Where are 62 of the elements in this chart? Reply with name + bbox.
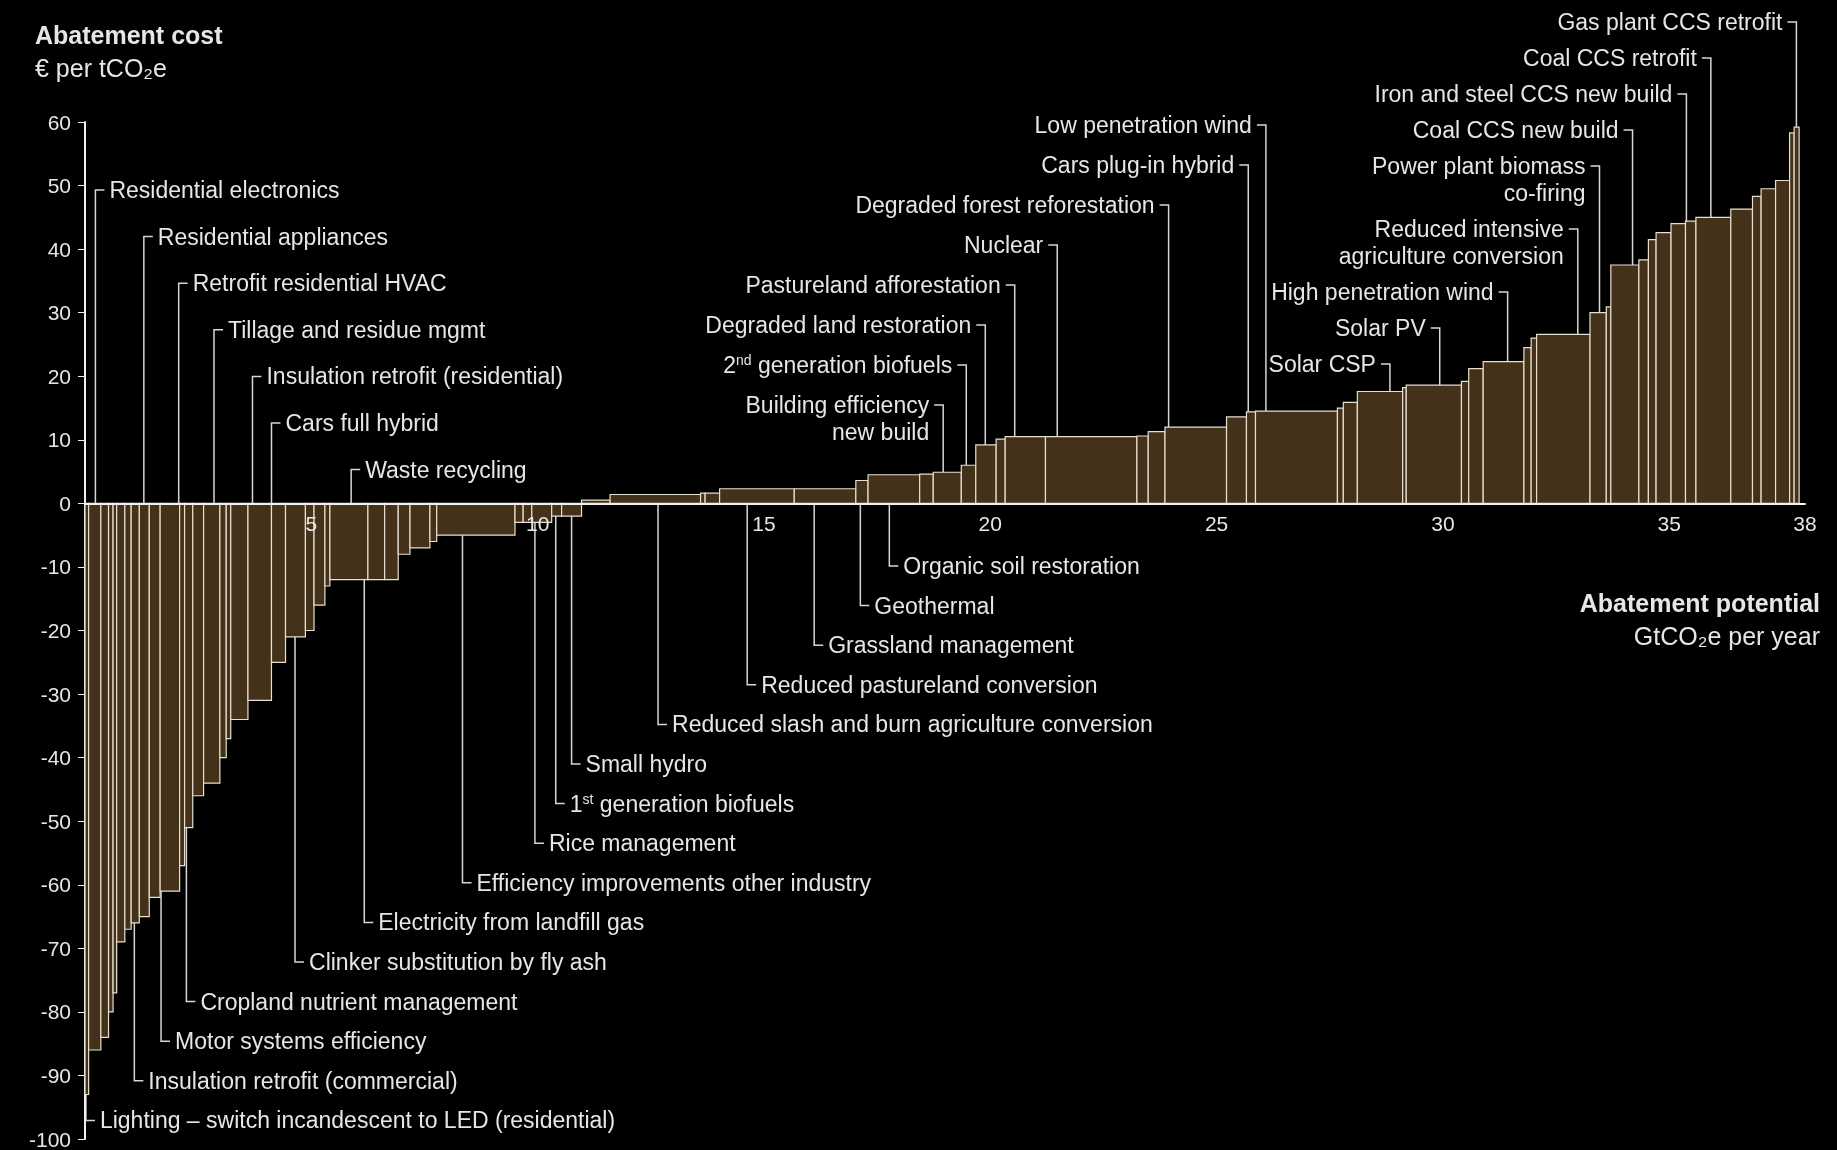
y-tick-label: -70 xyxy=(40,936,71,960)
y-tick-label: -20 xyxy=(40,619,71,642)
annotation: Coal CCS retrofit xyxy=(1523,45,1698,71)
y-tick-label: 20 xyxy=(47,364,71,388)
annotation: Clinker substitution by fly ash xyxy=(309,949,607,975)
x-tick-label: 30 xyxy=(1431,512,1455,536)
y-tick-label: -10 xyxy=(40,555,71,579)
annotation: High penetration wind xyxy=(1271,279,1494,305)
annotation: Nuclear xyxy=(964,232,1044,258)
annotation: Residential electronics xyxy=(109,177,340,203)
annotation: Motor systems efficiency xyxy=(175,1028,427,1055)
annotation: Coal CCS new build xyxy=(1412,117,1619,143)
y-axis-title: Abatement cost € per tCO₂e xyxy=(35,20,224,82)
annotation: Cropland nutrient management xyxy=(200,988,519,1015)
annotation: Geothermal xyxy=(874,592,995,619)
y-tick-label: -100 xyxy=(28,1127,71,1150)
annotation: Rice management xyxy=(548,830,737,857)
annotation: Degraded land restoration xyxy=(705,312,972,338)
annotation: Waste recycling xyxy=(365,456,527,483)
annotation: Degraded forest reforestation xyxy=(855,192,1155,218)
annotation: Pastureland afforestation xyxy=(745,272,1001,298)
x-tick-label: 35 xyxy=(1657,512,1681,536)
y-tick-label: 60 xyxy=(47,110,71,134)
annotation: Grassland management xyxy=(828,632,1075,659)
x-axis-title: Abatement potential GtCO₂e per year xyxy=(1579,588,1820,650)
annotation: Reduced slash and burn agriculture conversion xyxy=(672,711,1153,738)
y-tick-label: 30 xyxy=(47,301,71,325)
x-tick-label: 25 xyxy=(1204,512,1229,536)
annotation: Insulation retrofit (commercial) xyxy=(148,1067,458,1094)
y-tick-label: 10 xyxy=(47,428,71,452)
annotation: Efficiency improvements other industry xyxy=(476,869,872,896)
x-tick-label: 38 xyxy=(1793,512,1817,536)
annotation: Building efficiency new build xyxy=(745,392,930,445)
annotation: Reduced pastureland conversion xyxy=(761,671,1098,698)
annotation: Small hydro xyxy=(585,751,708,777)
annotation: Iron and steel CCS new build xyxy=(1374,81,1673,107)
y-tick-label: -40 xyxy=(40,746,71,770)
annotation: Low penetration wind xyxy=(1034,112,1252,138)
annotation: Cars full hybrid xyxy=(285,410,439,436)
y-tick-label: -50 xyxy=(40,809,71,833)
annotation: Lighting – switch incandescent to LED (residential) xyxy=(99,1107,616,1134)
x-tick-label: 20 xyxy=(978,512,1002,536)
annotation: Solar CSP xyxy=(1268,351,1376,377)
annotation: Power plant biomass co-firing xyxy=(1372,153,1586,206)
y-tick-label: 50 xyxy=(47,174,71,198)
y-tick-label: -60 xyxy=(40,873,71,897)
y-tick-label: 0 xyxy=(59,491,71,515)
annotation: Gas plant CCS retrofit xyxy=(1557,9,1784,35)
annotation: Cars plug-in hybrid xyxy=(1041,152,1235,178)
annotation: Residential appliances xyxy=(157,223,388,250)
y-tick-label: -30 xyxy=(40,682,71,706)
y-tick-label: -80 xyxy=(40,1000,71,1024)
annotation: Retrofit residential HVAC xyxy=(192,270,447,297)
annotation: Solar PV xyxy=(1334,315,1427,341)
annotation: Reduced intensive agriculture conversion xyxy=(1338,216,1564,269)
annotation: Tillage and residue mgmt xyxy=(228,316,486,343)
annotation: Insulation retrofit (residential) xyxy=(266,363,564,390)
y-tick-label: 40 xyxy=(47,237,71,261)
annotation: Organic soil restoration xyxy=(903,553,1140,579)
x-tick-label: 15 xyxy=(752,512,776,536)
y-tick-label: -90 xyxy=(40,1063,71,1087)
annotation: Electricity from landfill gas xyxy=(378,909,645,936)
